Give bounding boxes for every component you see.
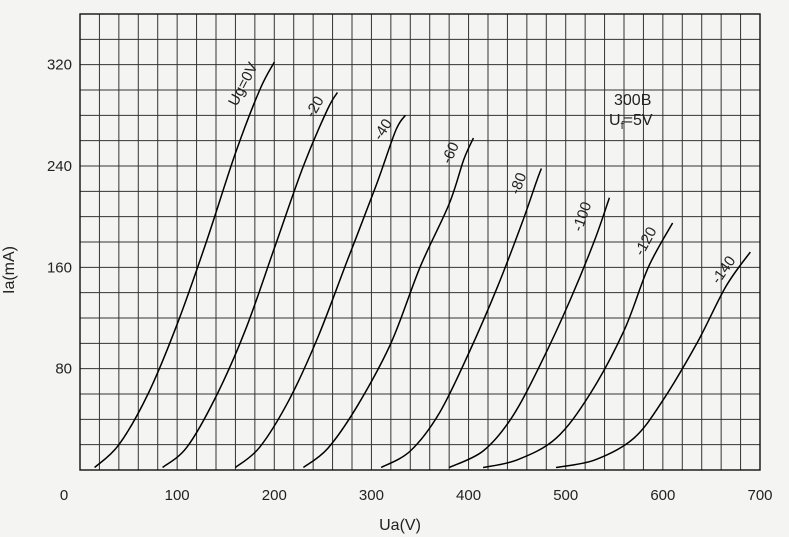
plot-frame (79, 13, 761, 471)
y-tick-label: 320 (47, 57, 72, 74)
x-tick-label: 600 (650, 487, 675, 504)
y-tick-label: 240 (47, 158, 72, 175)
series-line (302, 137, 475, 469)
annotation: 300B Uf=5V (609, 92, 653, 132)
annotation-model: 300B (614, 92, 651, 109)
series-line (234, 114, 407, 469)
series-line (380, 168, 543, 469)
series-group (94, 61, 751, 469)
series-label: -60 (438, 140, 462, 167)
annotation-filament: Uf=5V (609, 112, 653, 132)
annotation-filament-main: U (609, 112, 621, 129)
x-tick-label: 400 (456, 487, 481, 504)
y-tick-label: 160 (47, 259, 72, 276)
x-tick-label: 100 (165, 487, 190, 504)
axes (79, 13, 761, 471)
series-line (162, 92, 339, 469)
x-tick-label: 200 (262, 487, 287, 504)
annotation-filament-sub: f (621, 120, 625, 132)
y-tick-label: 80 (55, 361, 72, 378)
x-tick-label: 300 (359, 487, 384, 504)
series-label: -80 (507, 170, 531, 196)
series-label: Ug=0V (225, 60, 262, 109)
annotation-filament-rest: =5V (624, 112, 653, 129)
x-axis-title: Ua(V) (379, 517, 421, 534)
x-tick-label: 500 (553, 487, 578, 504)
y-axis-title: Ia(mA) (1, 246, 18, 294)
grid (79, 13, 761, 471)
series-line (555, 251, 751, 469)
x-tick-label: 0 (60, 487, 68, 504)
x-tick-label: 700 (747, 487, 772, 504)
series-line (448, 197, 611, 469)
series-line (482, 222, 674, 469)
series-label: -120 (631, 224, 660, 259)
series-line (94, 61, 275, 469)
series-label: -140 (708, 253, 739, 287)
